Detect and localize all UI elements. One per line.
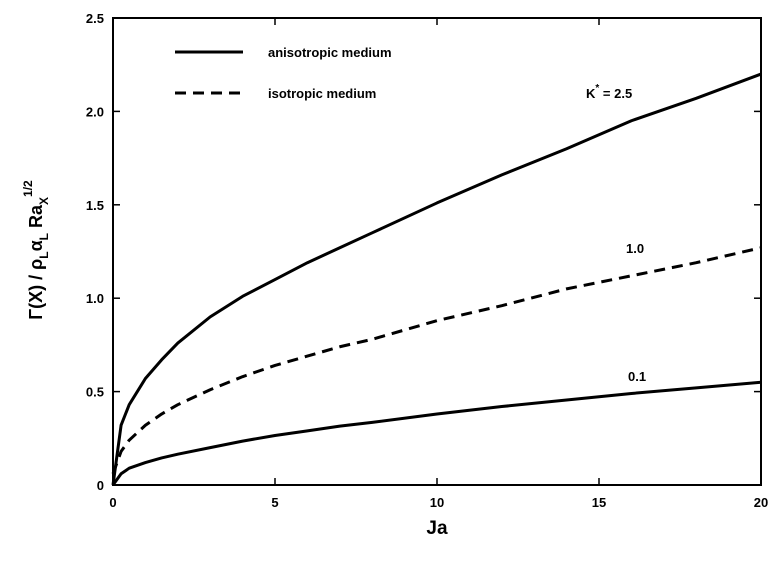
y-tick-label: 2.0 [86,104,104,119]
y-tick-label: 1.5 [86,198,104,213]
annotation-0-1: 0.1 [628,369,646,384]
series-line-1 [111,72,762,486]
y-axis-title: Γ(X) / ρLαL RaX1/2 [21,180,51,320]
series-line-2 [111,246,762,475]
x-tick-label: 10 [430,495,444,510]
legend: anisotropic medium isotropic medium [175,45,392,101]
x-tick-label: 15 [592,495,606,510]
y-tick-label: 2.5 [86,11,104,26]
y-tick-label: 1.0 [86,291,104,306]
legend-label-anisotropic: anisotropic medium [268,45,392,60]
y-tick-label: 0.5 [86,385,104,400]
x-tick-label: 5 [271,495,278,510]
annotation-1-0: 1.0 [626,241,644,256]
x-axis-title: Ja [426,518,448,539]
series-line-3 [111,380,762,486]
annotation-k-star: K* = 2.5 [586,83,632,101]
svg-text:Γ(X) / ρLαL RaX1/2: Γ(X) / ρLαL RaX1/2 [21,180,51,320]
x-tick-label: 0 [109,495,116,510]
legend-label-isotropic: isotropic medium [268,86,376,101]
y-tick-label: 0 [97,478,104,493]
x-tick-label: 20 [754,495,768,510]
